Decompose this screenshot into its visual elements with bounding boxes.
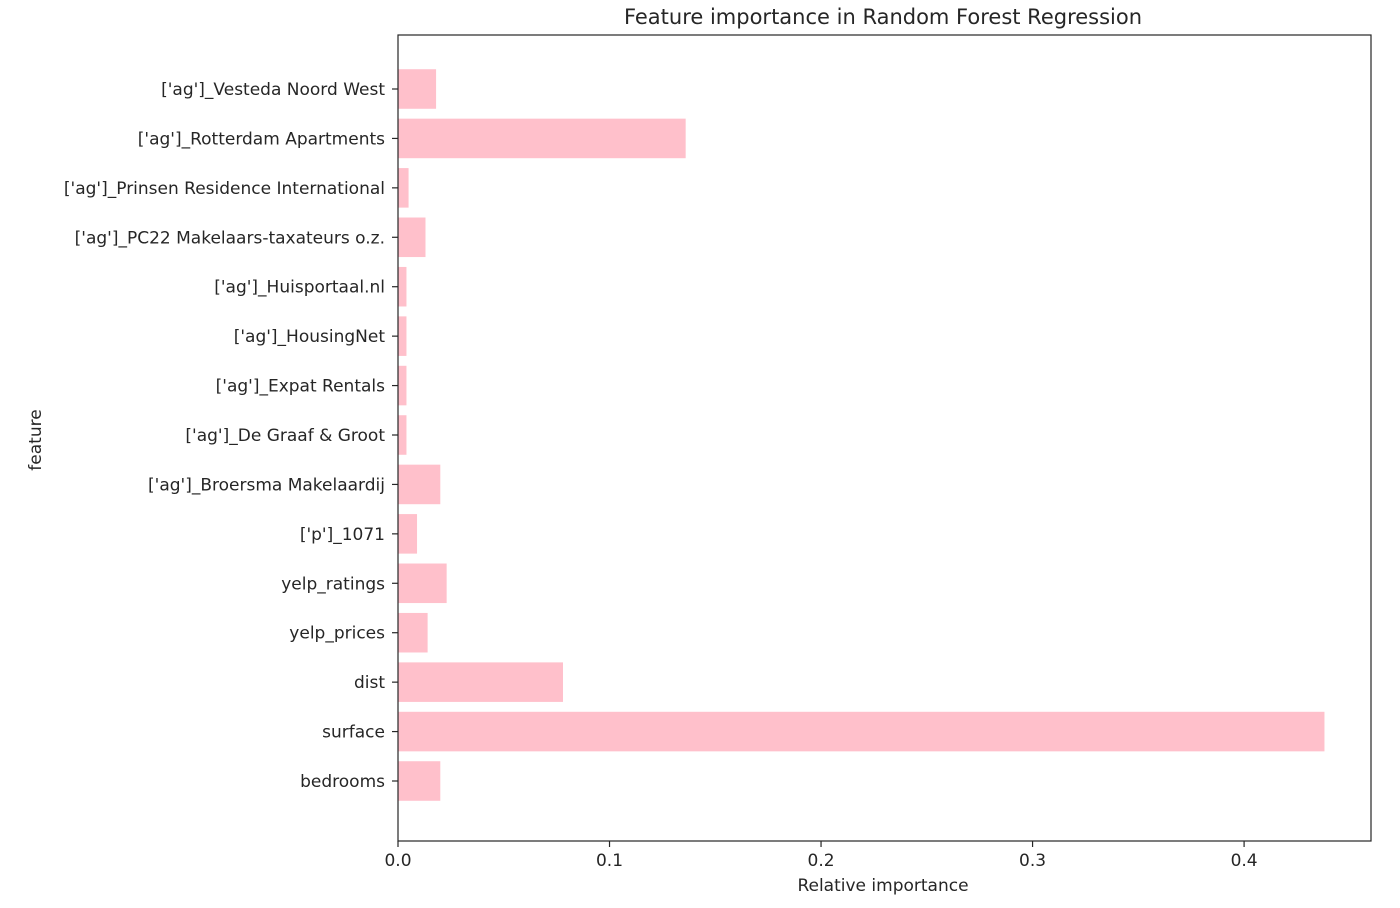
- y-tick-label: ['ag']_PC22 Makelaars-taxateurs o.z.: [75, 228, 385, 248]
- bars-group: [398, 69, 1325, 801]
- x-tick-label: 0.0: [384, 851, 411, 871]
- y-ticks-group: bedrooms surface dist yelp_prices yelp_ratin…: [64, 80, 398, 792]
- bar: [398, 365, 407, 406]
- y-tick-label: ['p']_1071: [300, 525, 385, 545]
- y-tick-label: ['ag']_De Graaf & Groot: [185, 426, 385, 446]
- y-tick-label: yelp_ratings: [281, 574, 385, 594]
- y-tick-label: ['ag']_Rotterdam Apartments: [138, 129, 385, 149]
- bar: [398, 217, 426, 258]
- bar: [398, 266, 407, 307]
- y-tick-label: ['ag']_Broersma Makelaardij: [148, 475, 385, 495]
- bar: [398, 168, 409, 208]
- y-tick-label: ['ag']_Prinsen Residence International: [64, 179, 385, 199]
- y-tick-label: ['ag']_Expat Rentals: [216, 377, 385, 397]
- y-tick-label: dist: [354, 673, 385, 693]
- bar: [398, 69, 437, 109]
- x-tick-label: 0.2: [808, 851, 835, 871]
- bar: [398, 415, 407, 455]
- bar: [398, 316, 407, 356]
- x-tick-label: 0.1: [596, 851, 623, 871]
- y-tick-label: surface: [322, 723, 385, 743]
- y-tick-label: yelp_prices: [289, 624, 385, 644]
- plot-frame: [397, 34, 1372, 842]
- x-axis-label: Relative importance: [797, 876, 968, 896]
- bar: [398, 662, 563, 702]
- y-tick-label: bedrooms: [300, 772, 385, 792]
- y-tick-label: ['ag']_Huisportaal.nl: [214, 278, 385, 298]
- y-tick-label: ['ag']_Vesteda Noord West: [161, 80, 385, 100]
- bar: [398, 711, 1325, 752]
- bar: [398, 514, 418, 554]
- x-tick-label: 0.4: [1231, 851, 1258, 871]
- bar: [398, 118, 686, 159]
- x-tick-label: 0.3: [1019, 851, 1046, 871]
- y-axis-label: feature: [26, 409, 46, 470]
- bar: [398, 464, 441, 505]
- x-ticks-group: 0.0 0.1 0.2 0.3 0.4: [384, 841, 1258, 871]
- chart-title: Feature importance in Random Forest Regr…: [624, 5, 1142, 29]
- y-tick-label: ['ag']_HousingNet: [234, 327, 386, 347]
- bar: [398, 612, 428, 653]
- bar: [398, 563, 447, 604]
- bar: [398, 761, 441, 801]
